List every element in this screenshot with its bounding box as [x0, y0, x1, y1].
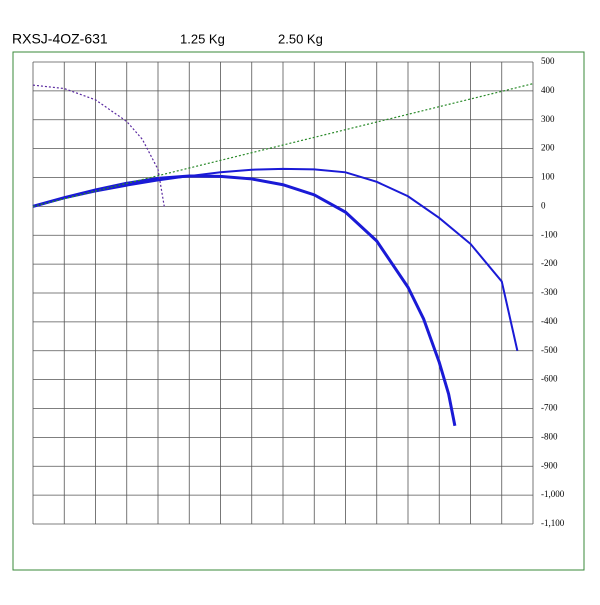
y-tick-label: -500: [541, 345, 558, 355]
y-tick-label: -600: [541, 374, 558, 384]
series-line: [32, 83, 534, 207]
weight-label: 2.50 Kg: [278, 31, 323, 46]
y-tick-label: 300: [541, 114, 555, 124]
y-tick-label: -100: [541, 229, 558, 239]
y-tick-label: -900: [541, 460, 558, 470]
chart-frame: [12, 51, 585, 571]
y-tick-label: -1,000: [541, 489, 565, 499]
y-tick-label: -300: [541, 287, 558, 297]
series-line: [32, 174, 457, 427]
y-tick-label: -800: [541, 431, 558, 441]
y-tick-label: 500: [541, 56, 555, 66]
y-tick-label: -200: [541, 258, 558, 268]
series-line: [32, 167, 519, 351]
y-tick-label: -400: [541, 316, 558, 326]
y-tick-label: 400: [541, 85, 555, 95]
y-tick-label: 200: [541, 143, 555, 153]
y-tick-label: 100: [541, 172, 555, 182]
y-tick-label: -700: [541, 403, 558, 413]
model-name: RXSJ-4OZ-631: [12, 31, 108, 47]
y-tick-label: -1,100: [541, 518, 565, 528]
y-tick-label: 0: [541, 200, 546, 210]
weight-label: 1.25 Kg: [180, 31, 225, 46]
series-line: [32, 84, 165, 207]
